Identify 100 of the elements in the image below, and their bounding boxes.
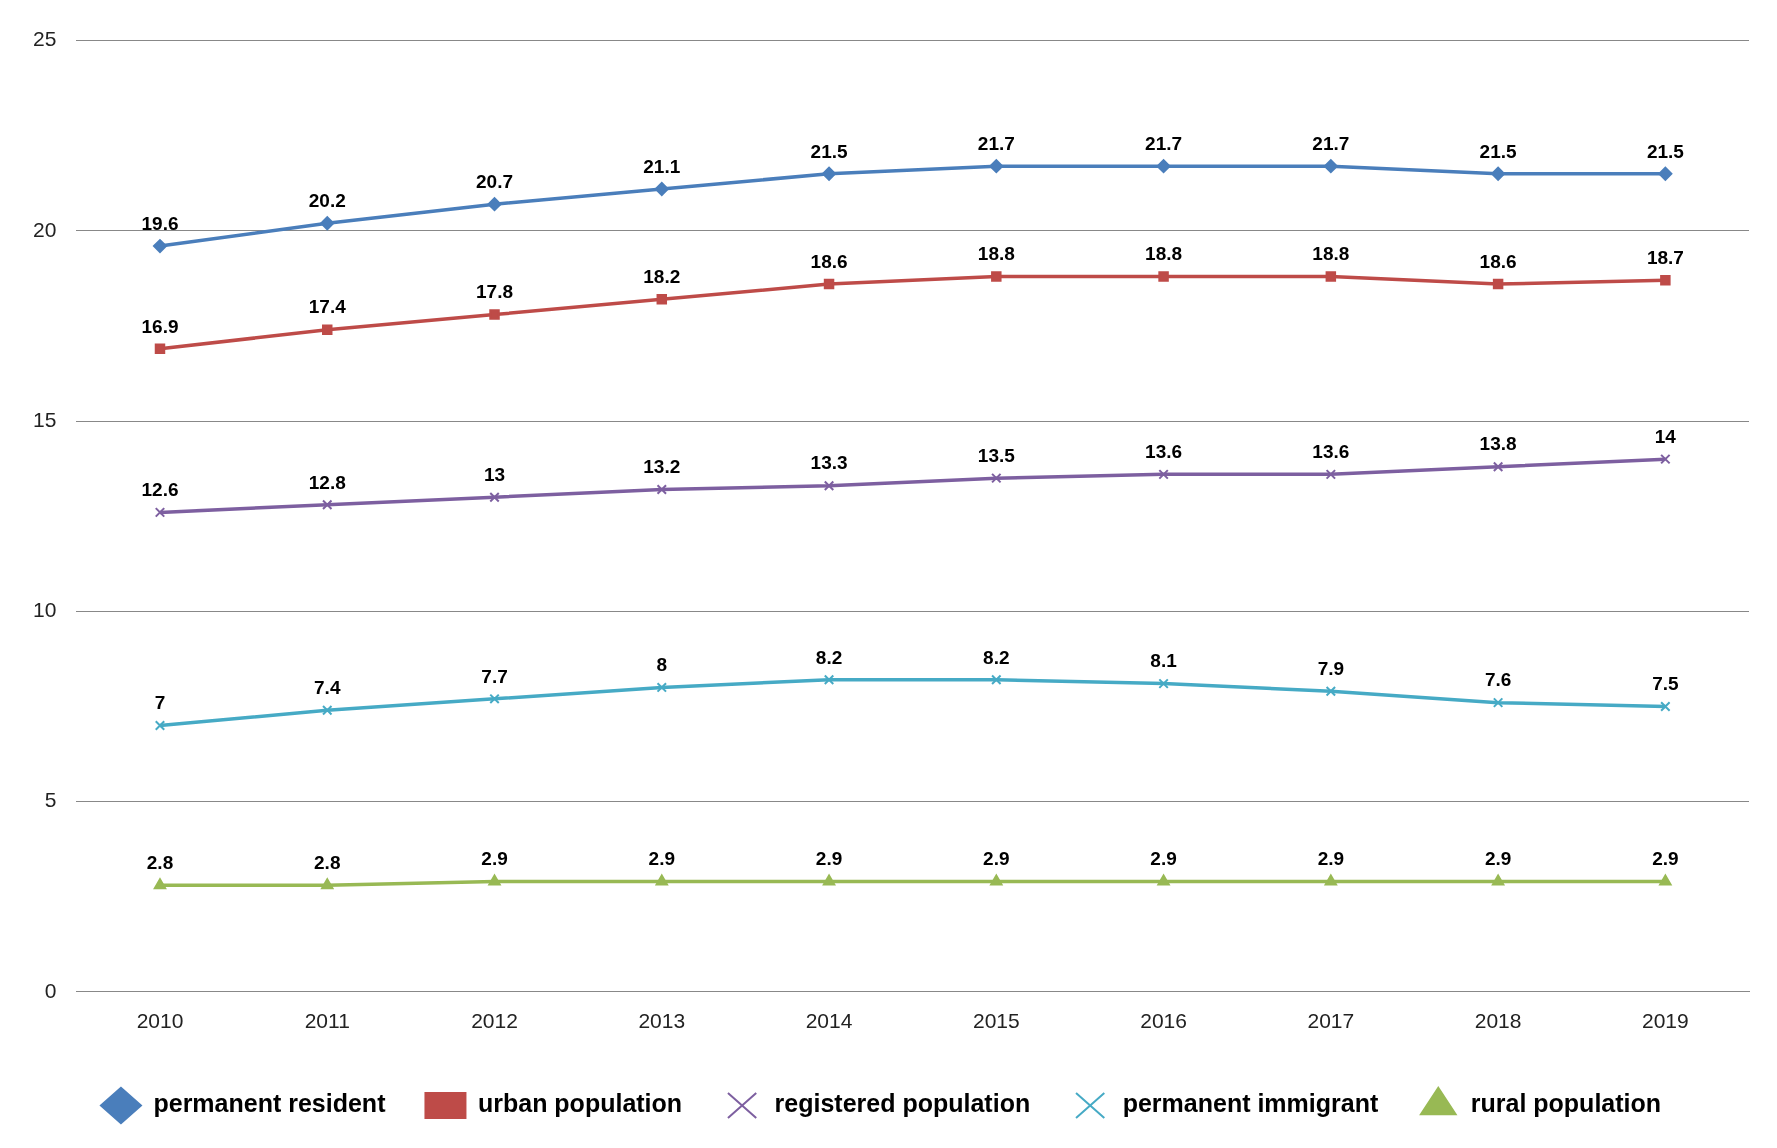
point (656, 294, 668, 305)
point (656, 682, 668, 693)
point (1325, 469, 1337, 480)
data-label: 13.8 (1479, 433, 1517, 455)
point (1660, 453, 1671, 465)
data-label: 17.4 (308, 296, 347, 318)
point (321, 878, 334, 890)
point (991, 271, 1002, 282)
data-label: 2.8 (314, 852, 341, 873)
data-label: 7.9 (1317, 657, 1345, 679)
point (1659, 874, 1672, 886)
data-label: 7.6 (1484, 669, 1512, 691)
data-label: 18.6 (1479, 250, 1517, 272)
point (1658, 166, 1673, 181)
point (154, 720, 166, 731)
point (823, 278, 835, 290)
y-tick-label: 20 (33, 217, 57, 241)
data-label: 13.6 (1312, 441, 1350, 463)
point (1325, 685, 1337, 697)
point (322, 324, 333, 336)
x-tick-label: 2015 (972, 1009, 1020, 1033)
point (1660, 701, 1671, 712)
legend-label: permanent resident (153, 1089, 387, 1118)
data-label: 21.5 (810, 140, 848, 162)
point (322, 499, 333, 511)
data-label: 21.7 (977, 132, 1015, 154)
point (823, 674, 835, 686)
y-tick-label: 25 (33, 27, 57, 51)
data-label: 18.8 (1312, 243, 1350, 265)
data-label: 7.5 (1652, 673, 1679, 695)
x-tick-label: 2011 (304, 1009, 350, 1033)
data-label: 7 (154, 692, 166, 714)
point (1492, 278, 1504, 290)
data-label: 12.6 (141, 479, 179, 501)
data-label: 8.2 (815, 646, 843, 668)
point (822, 874, 836, 886)
data-label: 13.6 (1145, 441, 1183, 463)
legend-label: rural population (1470, 1089, 1662, 1118)
x-tick-label: 2012 (471, 1009, 518, 1033)
point (991, 674, 1002, 686)
data-label: 18.8 (977, 243, 1015, 265)
data-label: 21.7 (1145, 132, 1183, 154)
data-label: 13 (483, 463, 506, 485)
point (990, 874, 1003, 886)
point (1492, 697, 1504, 708)
data-label: 7.7 (481, 665, 508, 687)
data-label: 19.6 (141, 212, 179, 234)
data-label: 2.9 (983, 848, 1010, 870)
point (322, 705, 333, 716)
x-tick-label: 2014 (805, 1009, 853, 1033)
data-label: 8.2 (983, 646, 1010, 668)
y-tick-label: 5 (44, 788, 57, 812)
data-label: 13.3 (810, 452, 848, 474)
x-tick-label: 2010 (136, 1009, 184, 1033)
point (153, 878, 167, 890)
point (823, 480, 835, 491)
x-tick-label: 2019 (1642, 1009, 1689, 1033)
point (1491, 166, 1506, 181)
data-label: 18.8 (1145, 243, 1183, 265)
point (1158, 271, 1169, 282)
x-tick-label: 2017 (1307, 1009, 1355, 1033)
point (1156, 159, 1171, 174)
point (154, 343, 166, 355)
point (654, 181, 669, 196)
point (1324, 874, 1338, 886)
data-label: 12.8 (308, 471, 346, 493)
point (154, 507, 166, 518)
point (822, 166, 837, 181)
point (991, 472, 1002, 484)
point (989, 159, 1004, 174)
point (1157, 874, 1170, 886)
data-label: 18.6 (810, 250, 848, 272)
y-tick-label: 0 (44, 978, 57, 1002)
point (655, 874, 668, 886)
data-label: 2.9 (648, 848, 675, 870)
data-label: 8 (656, 654, 668, 676)
y-tick-label: 10 (33, 598, 57, 622)
data-label: 20.2 (308, 189, 346, 211)
data-label: 18.7 (1646, 247, 1684, 269)
data-label: 2.8 (146, 852, 174, 873)
point (1323, 159, 1338, 174)
data-label: 13.5 (977, 444, 1016, 466)
point (487, 197, 502, 212)
data-label: 8.1 (1150, 650, 1178, 672)
point (488, 874, 501, 886)
point (489, 309, 500, 320)
point (1158, 469, 1169, 480)
x-tick-label: 2013 (638, 1009, 686, 1033)
data-label: 21.1 (643, 155, 681, 177)
data-label: 20.7 (476, 170, 514, 192)
point (320, 216, 335, 231)
data-label: 17.8 (476, 281, 514, 303)
data-label: 2.9 (1484, 848, 1512, 870)
data-label: 2.9 (1150, 848, 1177, 870)
data-label: 16.9 (141, 315, 179, 337)
data-label: 14 (1654, 425, 1677, 447)
point (1325, 271, 1337, 282)
x-tick-label: 2018 (1474, 1009, 1522, 1033)
data-label: 2.9 (815, 848, 843, 870)
data-label: 13.2 (643, 456, 681, 478)
